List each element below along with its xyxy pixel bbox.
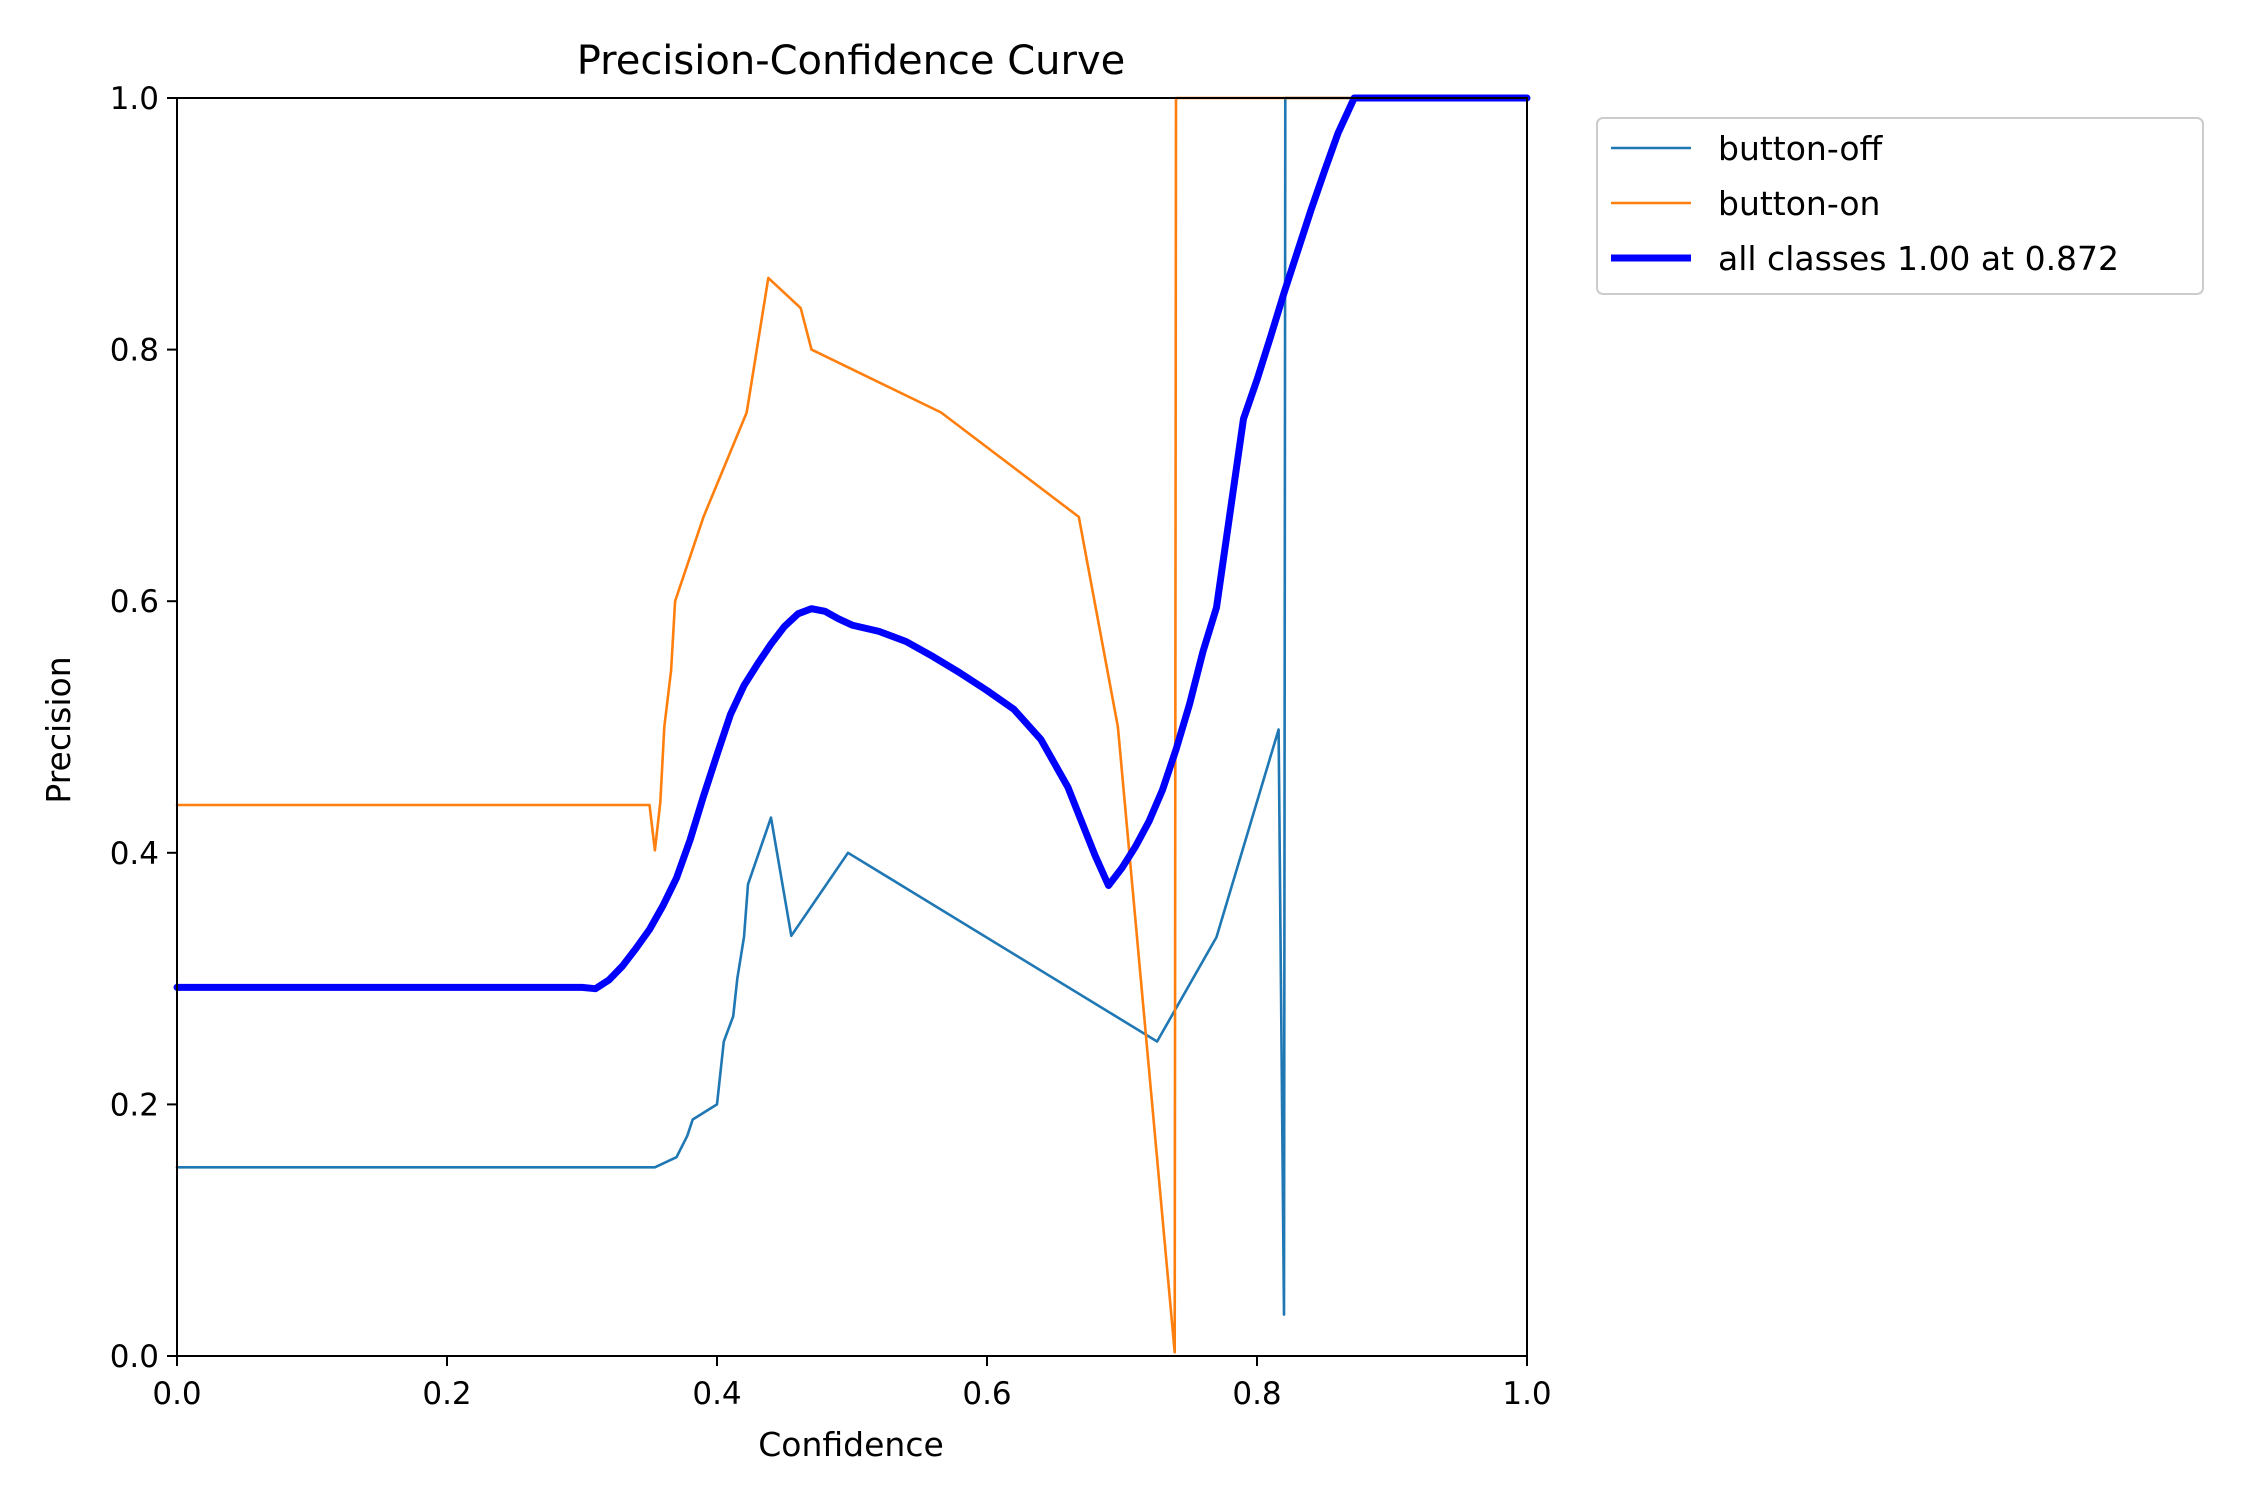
y-axis-label: Precision (39, 656, 78, 803)
y-tick-label: 1.0 (110, 81, 159, 117)
legend: button-off button-on all classes 1.00 at 0… (1596, 117, 2204, 295)
plot-area (173, 94, 1531, 1357)
x-axis-label: Confidence (758, 1425, 944, 1464)
y-tick-label: 0.4 (110, 836, 159, 872)
y-tick-label: 0.6 (110, 584, 159, 620)
legend-entry: button-on (1718, 184, 1880, 223)
legend-box (1596, 117, 2204, 295)
x-tick-label: 0.0 (152, 1376, 201, 1412)
x-tick-label: 0.8 (1232, 1376, 1281, 1412)
x-tick-label: 1.0 (1502, 1376, 1551, 1412)
chart-title: Precision-Confidence Curve (577, 38, 1126, 84)
x-tick-label: 0.4 (692, 1376, 741, 1412)
plot-frame (176, 97, 1528, 1357)
y-tick-label: 0.8 (110, 333, 159, 369)
x-axis-ticks: 0.0 0.2 0.4 0.6 0.8 1.0 (152, 1356, 1552, 1412)
series-line-button-off (175, 96, 1529, 1316)
y-tick-label: 0.2 (110, 1087, 159, 1123)
series-layer (173, 94, 1531, 1354)
series-line-button-on (175, 96, 1529, 1354)
legend-entry: all classes 1.00 at 0.872 (1718, 239, 2119, 278)
series-line-all-all (173, 94, 1531, 993)
y-axis-ticks: 0.0 0.2 0.4 0.6 0.8 1.0 (110, 81, 177, 1375)
x-tick-label: 0.6 (962, 1376, 1011, 1412)
x-tick-label: 0.2 (422, 1376, 471, 1412)
legend-entry: button-off (1718, 129, 1884, 168)
plot-background (177, 98, 1527, 1356)
y-tick-label: 0.0 (110, 1339, 159, 1375)
